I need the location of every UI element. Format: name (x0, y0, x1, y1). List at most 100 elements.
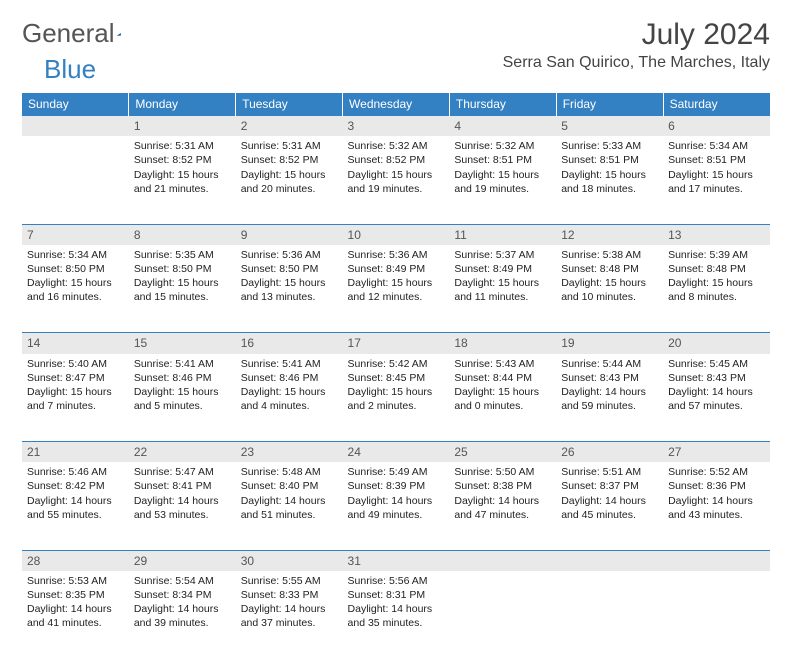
daylight-text: Daylight: 15 hours and 4 minutes. (241, 385, 338, 413)
logo-text-1: General (22, 18, 115, 49)
sunset-text: Sunset: 8:46 PM (134, 371, 231, 385)
day-cell: Sunrise: 5:34 AMSunset: 8:50 PMDaylight:… (22, 245, 129, 333)
day-number: 14 (22, 333, 129, 354)
day-cell: Sunrise: 5:48 AMSunset: 8:40 PMDaylight:… (236, 462, 343, 550)
sunrise-text: Sunrise: 5:42 AM (348, 357, 445, 371)
day-cell: Sunrise: 5:34 AMSunset: 8:51 PMDaylight:… (663, 136, 770, 224)
sunrise-text: Sunrise: 5:56 AM (348, 574, 445, 588)
sunrise-text: Sunrise: 5:49 AM (348, 465, 445, 479)
daylight-text: Daylight: 14 hours and 47 minutes. (454, 494, 551, 522)
day-number: 26 (556, 442, 663, 463)
detail-row: Sunrise: 5:40 AMSunset: 8:47 PMDaylight:… (22, 354, 770, 442)
sunset-text: Sunset: 8:35 PM (27, 588, 124, 602)
day-cell: Sunrise: 5:56 AMSunset: 8:31 PMDaylight:… (343, 571, 450, 659)
daylight-text: Daylight: 15 hours and 21 minutes. (134, 168, 231, 196)
daylight-text: Daylight: 14 hours and 41 minutes. (27, 602, 124, 630)
sunset-text: Sunset: 8:49 PM (348, 262, 445, 276)
day-cell: Sunrise: 5:44 AMSunset: 8:43 PMDaylight:… (556, 354, 663, 442)
sunrise-text: Sunrise: 5:53 AM (27, 574, 124, 588)
sunset-text: Sunset: 8:34 PM (134, 588, 231, 602)
day-number: 27 (663, 442, 770, 463)
day-header-row: Sunday Monday Tuesday Wednesday Thursday… (22, 93, 770, 116)
day-number (449, 550, 556, 571)
daylight-text: Daylight: 14 hours and 53 minutes. (134, 494, 231, 522)
daylight-text: Daylight: 15 hours and 7 minutes. (27, 385, 124, 413)
sunrise-text: Sunrise: 5:35 AM (134, 248, 231, 262)
sunset-text: Sunset: 8:52 PM (348, 153, 445, 167)
sunset-text: Sunset: 8:36 PM (668, 479, 765, 493)
daylight-text: Daylight: 14 hours and 43 minutes. (668, 494, 765, 522)
day-cell: Sunrise: 5:39 AMSunset: 8:48 PMDaylight:… (663, 245, 770, 333)
sunrise-text: Sunrise: 5:41 AM (134, 357, 231, 371)
day-header: Sunday (22, 93, 129, 116)
sunset-text: Sunset: 8:42 PM (27, 479, 124, 493)
day-header: Saturday (663, 93, 770, 116)
sunrise-text: Sunrise: 5:43 AM (454, 357, 551, 371)
sunset-text: Sunset: 8:50 PM (241, 262, 338, 276)
day-number: 29 (129, 550, 236, 571)
day-cell: Sunrise: 5:55 AMSunset: 8:33 PMDaylight:… (236, 571, 343, 659)
day-number: 5 (556, 116, 663, 137)
day-number: 30 (236, 550, 343, 571)
day-cell: Sunrise: 5:40 AMSunset: 8:47 PMDaylight:… (22, 354, 129, 442)
day-cell: Sunrise: 5:43 AMSunset: 8:44 PMDaylight:… (449, 354, 556, 442)
sunrise-text: Sunrise: 5:50 AM (454, 465, 551, 479)
day-number (556, 550, 663, 571)
daylight-text: Daylight: 14 hours and 55 minutes. (27, 494, 124, 522)
day-cell: Sunrise: 5:37 AMSunset: 8:49 PMDaylight:… (449, 245, 556, 333)
location-subtitle: Serra San Quirico, The Marches, Italy (503, 54, 770, 72)
day-number: 13 (663, 224, 770, 245)
sunrise-text: Sunrise: 5:55 AM (241, 574, 338, 588)
day-number: 7 (22, 224, 129, 245)
sunrise-text: Sunrise: 5:32 AM (348, 139, 445, 153)
day-cell: Sunrise: 5:31 AMSunset: 8:52 PMDaylight:… (236, 136, 343, 224)
logo-text-2: Blue (44, 54, 96, 84)
sunset-text: Sunset: 8:33 PM (241, 588, 338, 602)
daylight-text: Daylight: 15 hours and 18 minutes. (561, 168, 658, 196)
daylight-text: Daylight: 15 hours and 2 minutes. (348, 385, 445, 413)
sunrise-text: Sunrise: 5:36 AM (348, 248, 445, 262)
day-number (663, 550, 770, 571)
daylight-text: Daylight: 15 hours and 5 minutes. (134, 385, 231, 413)
sunrise-text: Sunrise: 5:52 AM (668, 465, 765, 479)
month-title: July 2024 (503, 18, 770, 52)
daylight-text: Daylight: 15 hours and 15 minutes. (134, 276, 231, 304)
day-number: 11 (449, 224, 556, 245)
day-cell: Sunrise: 5:41 AMSunset: 8:46 PMDaylight:… (236, 354, 343, 442)
day-cell (556, 571, 663, 659)
sunrise-text: Sunrise: 5:41 AM (241, 357, 338, 371)
day-cell: Sunrise: 5:49 AMSunset: 8:39 PMDaylight:… (343, 462, 450, 550)
daylight-text: Daylight: 15 hours and 19 minutes. (454, 168, 551, 196)
day-number: 21 (22, 442, 129, 463)
daynum-row: 14151617181920 (22, 333, 770, 354)
day-cell: Sunrise: 5:36 AMSunset: 8:49 PMDaylight:… (343, 245, 450, 333)
day-cell: Sunrise: 5:45 AMSunset: 8:43 PMDaylight:… (663, 354, 770, 442)
daylight-text: Daylight: 15 hours and 19 minutes. (348, 168, 445, 196)
sunset-text: Sunset: 8:52 PM (134, 153, 231, 167)
sunrise-text: Sunrise: 5:54 AM (134, 574, 231, 588)
sunrise-text: Sunrise: 5:33 AM (561, 139, 658, 153)
daynum-row: 123456 (22, 116, 770, 137)
sunrise-text: Sunrise: 5:34 AM (668, 139, 765, 153)
day-number: 20 (663, 333, 770, 354)
day-number: 12 (556, 224, 663, 245)
sunset-text: Sunset: 8:48 PM (561, 262, 658, 276)
detail-row: Sunrise: 5:46 AMSunset: 8:42 PMDaylight:… (22, 462, 770, 550)
daylight-text: Daylight: 14 hours and 45 minutes. (561, 494, 658, 522)
day-number: 22 (129, 442, 236, 463)
sunset-text: Sunset: 8:41 PM (134, 479, 231, 493)
sunset-text: Sunset: 8:38 PM (454, 479, 551, 493)
day-cell: Sunrise: 5:35 AMSunset: 8:50 PMDaylight:… (129, 245, 236, 333)
detail-row: Sunrise: 5:31 AMSunset: 8:52 PMDaylight:… (22, 136, 770, 224)
daylight-text: Daylight: 15 hours and 0 minutes. (454, 385, 551, 413)
day-number: 31 (343, 550, 450, 571)
day-cell: Sunrise: 5:51 AMSunset: 8:37 PMDaylight:… (556, 462, 663, 550)
day-cell: Sunrise: 5:47 AMSunset: 8:41 PMDaylight:… (129, 462, 236, 550)
sunset-text: Sunset: 8:48 PM (668, 262, 765, 276)
sunset-text: Sunset: 8:51 PM (668, 153, 765, 167)
day-number: 4 (449, 116, 556, 137)
detail-row: Sunrise: 5:34 AMSunset: 8:50 PMDaylight:… (22, 245, 770, 333)
daylight-text: Daylight: 15 hours and 10 minutes. (561, 276, 658, 304)
daylight-text: Daylight: 14 hours and 49 minutes. (348, 494, 445, 522)
day-header: Tuesday (236, 93, 343, 116)
